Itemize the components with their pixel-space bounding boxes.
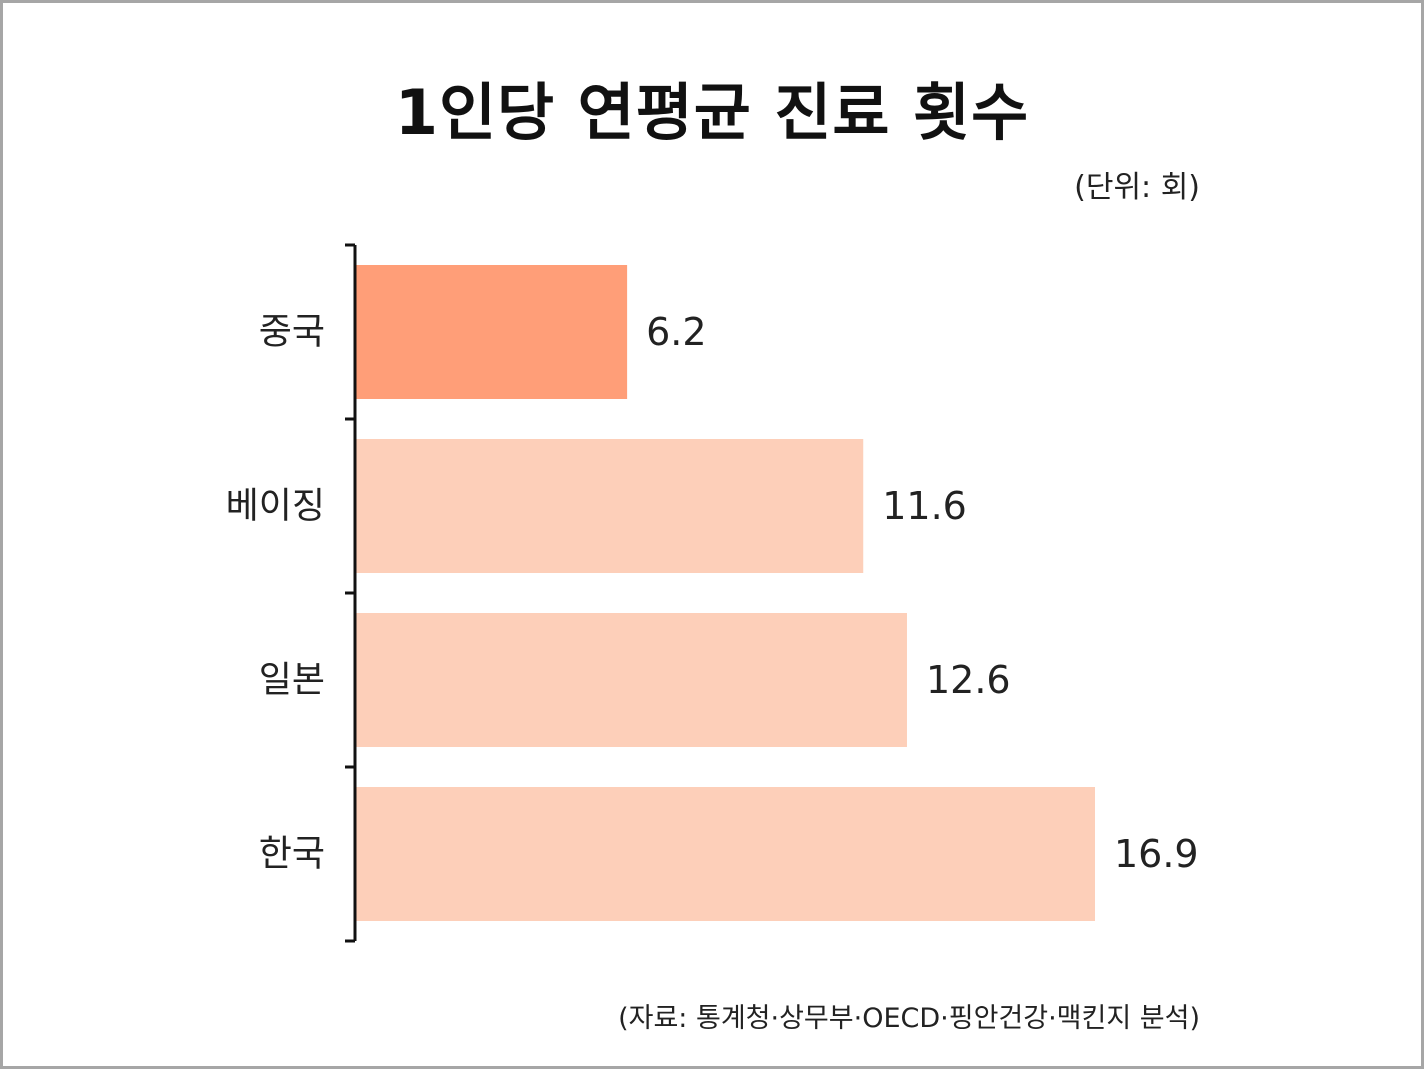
bar-2 (356, 613, 907, 747)
category-label: 한국 (259, 834, 325, 875)
value-label: 16.9 (1114, 832, 1199, 876)
value-label: 12.6 (926, 658, 1011, 702)
value-label: 6.2 (646, 310, 706, 354)
bar-0 (356, 265, 628, 399)
category-label: 베이징 (226, 486, 325, 527)
value-label: 11.6 (882, 484, 967, 528)
category-label: 일본 (259, 660, 325, 701)
unit-label: (단위: 회) (1074, 170, 1200, 205)
category-label: 중국 (259, 312, 325, 353)
bar-1 (356, 439, 864, 573)
source-note: (자료: 통계청·상무부·OECD·핑안건강·맥킨지 분석) (618, 1003, 1200, 1034)
chart-title: 1인당 연평균 진료 횟수 (394, 76, 1030, 149)
bar-3 (356, 787, 1095, 921)
